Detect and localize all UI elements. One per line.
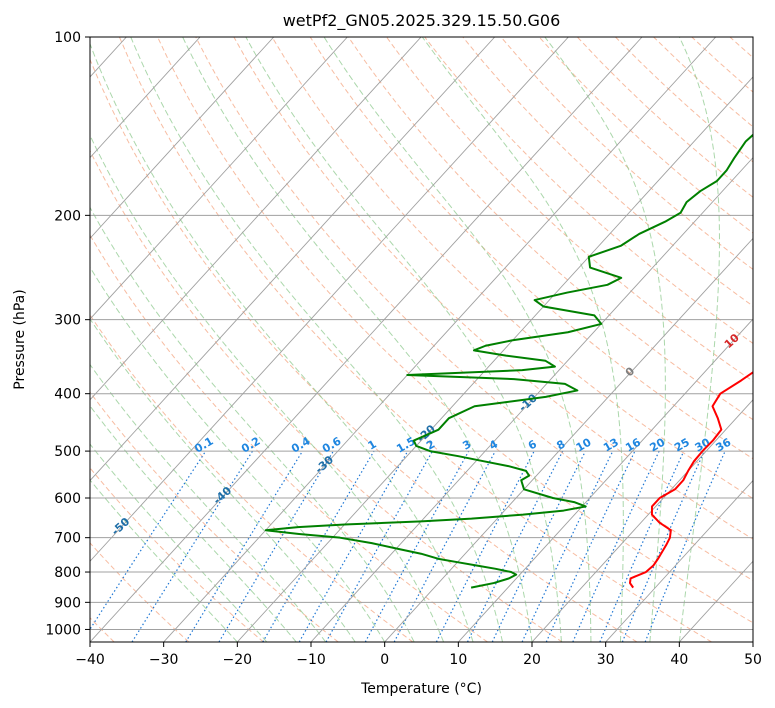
isotherm-line: [90, 37, 569, 562]
moist-adiabat-line: [130, 37, 504, 642]
y-tick-label: 900: [54, 595, 81, 611]
y-tick-label: 500: [54, 444, 81, 460]
x-tick-label: 10: [449, 652, 467, 668]
mixing-ratio-line: [393, 450, 496, 642]
isobars: [90, 37, 753, 630]
x-axis-title: Temperature (°C): [360, 681, 482, 697]
moist-adiabat-line: [90, 405, 297, 642]
y-tick-label: 800: [54, 565, 81, 581]
isotherm-line: [163, 37, 717, 642]
x-tick-label: 0: [380, 652, 389, 668]
moist-adiabat-line: [90, 266, 386, 642]
isotherm-line: [90, 37, 348, 320]
isotherms: [90, 37, 753, 642]
y-tick-label: 100: [54, 30, 81, 46]
dry-adiabat-line: [118, 37, 712, 642]
dry-adiabat-line: [424, 37, 753, 344]
y-tick-label: 300: [54, 313, 81, 329]
mixing-ratio-line: [131, 450, 254, 642]
moist-adiabat-line: [90, 206, 415, 642]
isotherm-line: [90, 37, 422, 401]
x-tick-label: −40: [75, 652, 105, 668]
x-tick-label: −20: [223, 652, 253, 668]
dry-adiabat-line: [271, 37, 753, 500]
mixing-ratio-line: [325, 450, 434, 642]
moist-adiabats: [90, 37, 720, 642]
moist-adiabat-line: [90, 42, 474, 642]
isotherm-line: [310, 156, 753, 642]
chart-title: wetPf2_GN05.2025.329.15.50.G06: [283, 11, 561, 31]
y-tick-label: 1000: [45, 622, 81, 638]
y-tick-label: 600: [54, 491, 81, 507]
moist-adiabat-line: [90, 134, 445, 642]
mixing-ratio-line: [364, 450, 470, 642]
isotherm-line: [90, 37, 643, 642]
dry-adiabat-line: [386, 37, 753, 382]
plot-area: -100-90-80-70-60-50-40-30-20-10010203040…: [90, 37, 753, 642]
mixing-ratio-line: [185, 450, 304, 642]
isotherm-line: [90, 37, 275, 240]
isotherm-line: [90, 37, 496, 482]
moist-adiabat-line: [421, 37, 624, 642]
dry-adiabat-line: [90, 149, 563, 642]
x-tick-label: 20: [523, 652, 541, 668]
x-tick-label: −30: [149, 652, 179, 668]
x-tick-label: 50: [744, 652, 762, 668]
dry-adiabat-line: [309, 37, 753, 460]
plot-frame: [89, 36, 754, 643]
y-axis-title: Pressure (hPa): [12, 289, 28, 389]
dewpoint-profile-line: [264, 133, 753, 589]
moist-adiabat-line: [678, 37, 720, 642]
dry-adiabat-line: [195, 37, 753, 582]
dry-adiabat-line: [90, 58, 638, 642]
y-tick-label: 400: [54, 387, 81, 403]
y-axis: 100 200 300 400 500 600 700 800 900 1000: [45, 30, 90, 638]
moist-adiabat-line: [323, 37, 592, 642]
x-tick-label: 40: [670, 652, 688, 668]
y-tick-label: 700: [54, 531, 81, 547]
moist-adiabat-line: [90, 479, 238, 642]
mixing-ratio-line: [572, 450, 660, 642]
isotherm-line: [90, 37, 201, 159]
dry-adiabat-line: [157, 37, 753, 624]
isotherm-line: [384, 237, 753, 642]
moist-adiabat-line: [90, 317, 356, 642]
x-tick-label: −10: [296, 652, 326, 668]
moist-adiabat-line: [245, 37, 562, 642]
isotherm-line: [605, 479, 753, 642]
x-axis: −40 −30 −20 −10 0 10 20 30 40 50: [75, 642, 762, 668]
moist-adiabat-line: [90, 443, 268, 642]
x-tick-label: 30: [597, 652, 615, 668]
temperature-profile-line: [628, 371, 753, 589]
moist-adiabat-line: [90, 363, 327, 642]
y-tick-label: 200: [54, 208, 81, 224]
isotherm-line: [457, 318, 753, 642]
profile-series: [264, 133, 753, 589]
moist-adiabat-line: [544, 37, 666, 642]
mixing-ratio-line: [90, 450, 207, 631]
isotherm-line: [531, 399, 753, 642]
